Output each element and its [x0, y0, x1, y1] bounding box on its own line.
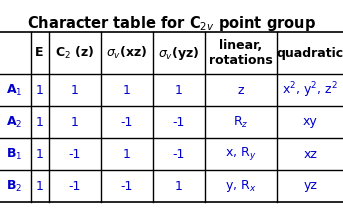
Text: 1: 1 — [71, 84, 79, 96]
Text: linear,
rotations: linear, rotations — [209, 39, 272, 67]
Text: 1: 1 — [122, 84, 130, 96]
Text: -1: -1 — [172, 148, 185, 160]
Text: xy: xy — [303, 116, 318, 128]
Text: -1: -1 — [172, 116, 185, 128]
Text: E: E — [35, 46, 44, 60]
Text: B$_2$: B$_2$ — [7, 179, 23, 194]
Text: -1: -1 — [68, 180, 81, 192]
Text: B$_1$: B$_1$ — [6, 146, 23, 162]
Text: -1: -1 — [68, 148, 81, 160]
Text: xz: xz — [304, 148, 317, 160]
Text: R$_z$: R$_z$ — [233, 114, 248, 130]
Text: 1: 1 — [175, 180, 182, 192]
Text: $\sigma_v$(yz): $\sigma_v$(yz) — [158, 45, 199, 61]
Text: -1: -1 — [120, 180, 133, 192]
Text: x, R$_y$: x, R$_y$ — [225, 145, 256, 163]
Text: -1: -1 — [120, 116, 133, 128]
Text: x$^2$, y$^2$, z$^2$: x$^2$, y$^2$, z$^2$ — [283, 80, 339, 100]
Text: 1: 1 — [36, 148, 44, 160]
Text: A$_2$: A$_2$ — [6, 114, 23, 130]
Text: C$_2$ (z): C$_2$ (z) — [55, 45, 94, 61]
Text: 1: 1 — [175, 84, 182, 96]
Text: Character table for C$_{2v}$ point group: Character table for C$_{2v}$ point group — [27, 14, 316, 33]
Text: y, R$_x$: y, R$_x$ — [225, 178, 256, 194]
Text: 1: 1 — [71, 116, 79, 128]
Text: quadratic: quadratic — [277, 46, 343, 60]
Text: $\sigma_v$(xz): $\sigma_v$(xz) — [106, 45, 147, 61]
Text: 1: 1 — [36, 84, 44, 96]
Text: 1: 1 — [122, 148, 130, 160]
Text: z: z — [237, 84, 244, 96]
Text: A$_1$: A$_1$ — [6, 82, 23, 98]
Text: 1: 1 — [36, 180, 44, 192]
Bar — [0, 32, 343, 202]
Text: yz: yz — [304, 180, 317, 192]
Text: 1: 1 — [36, 116, 44, 128]
